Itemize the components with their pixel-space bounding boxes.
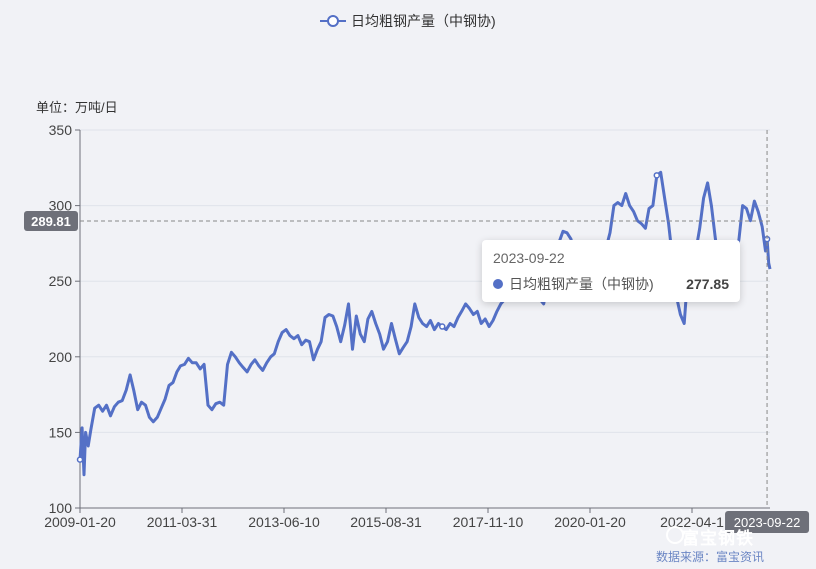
axis-pointer: 289.81 2023-09-22: [24, 130, 810, 533]
x-axis-ticks: 2009-01-20 2011-03-31 2013-06-10 2015-08-31…: [44, 508, 724, 530]
x-tick-label: 2011-03-31: [147, 514, 218, 530]
y-tick-label: 100: [49, 500, 73, 516]
legend-marker-icon: [327, 15, 339, 27]
pointer-x-label: 2023-09-22: [734, 515, 801, 530]
series-point[interactable]: [438, 323, 446, 330]
y-axis-unit-label: 单位：万吨/日: [36, 100, 118, 115]
tooltip-series-dot-icon: [493, 279, 503, 289]
series-line-group[interactable]: [76, 170, 772, 477]
logo-icon: [666, 526, 684, 544]
tooltip-row: 日均粗钢产量（中钢协) 277.85: [493, 274, 729, 294]
pointer-x-label-box: [725, 511, 810, 533]
x-tick-label: 2017-11-10: [453, 514, 524, 530]
pointer-y-label-box: [24, 211, 78, 232]
y-tick-label: 350: [49, 122, 73, 138]
series-point[interactable]: [653, 172, 661, 179]
series-point[interactable]: [76, 456, 84, 463]
pointer-y-label: 289.81: [31, 214, 71, 229]
y-axis-ticks: 100 150 200 250 300 350: [49, 122, 80, 516]
y-tick-label: 150: [49, 424, 73, 440]
tooltip-date: 2023-09-22: [493, 250, 565, 266]
y-tick-label: 300: [49, 198, 73, 214]
legend[interactable]: 日均粗钢产量（中钢协): [320, 13, 496, 29]
logo-text: 富宝钢铁: [682, 529, 754, 548]
legend-label: 日均粗钢产量（中钢协): [351, 13, 496, 29]
tooltip: 2023-09-22 日均粗钢产量（中钢协) 277.85: [482, 240, 740, 302]
y-tick-label: 250: [49, 273, 73, 289]
tooltip-series-name: 日均粗钢产量（中钢协): [509, 276, 654, 292]
x-tick-label: 2015-08-31: [350, 514, 422, 530]
x-tick-label: 2009-01-20: [44, 514, 116, 530]
y-tick-label: 200: [49, 349, 73, 365]
tooltip-value: 277.85: [686, 276, 729, 292]
series-line[interactable]: [78, 170, 772, 477]
x-tick-label: 2013-06-10: [248, 514, 320, 530]
x-tick-label: 2020-01-20: [554, 514, 626, 530]
data-source-watermark: 数据来源：富宝资讯: [656, 550, 765, 564]
